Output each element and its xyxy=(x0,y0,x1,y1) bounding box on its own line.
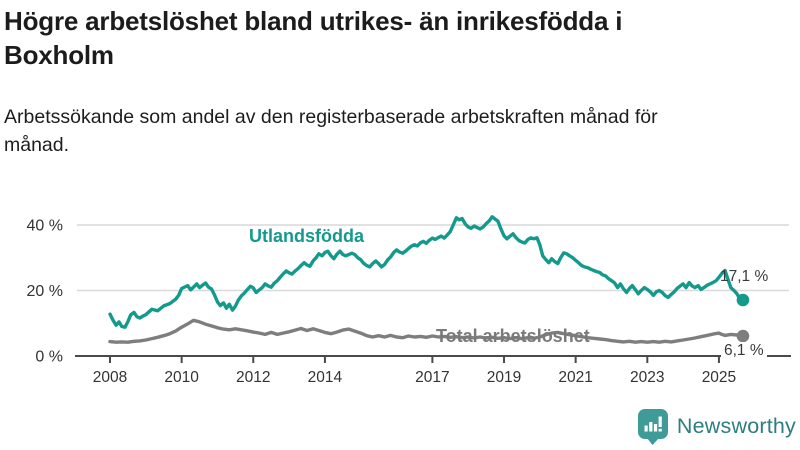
end-value-utlandsfodda: 17,1 % xyxy=(720,268,769,285)
newsworthy-logo: Newsworthy xyxy=(637,408,796,445)
x-tick-label: 2017 xyxy=(415,369,449,386)
series-line-utlandsf-dda xyxy=(108,215,745,329)
line-chart: 2008 2010 2012 2014 2017 2019 2021 2023 2025 0 % 2… xyxy=(27,215,791,386)
x-tick-label: 2010 xyxy=(164,369,199,386)
x-tick-label: 2021 xyxy=(558,369,592,386)
y-tick-label: 0 % xyxy=(35,349,63,366)
series-label-utlandsfodda: Utlandsfödda xyxy=(249,226,364,246)
series-end-dot xyxy=(736,293,750,307)
x-tick-label: 2014 xyxy=(308,369,343,386)
newsworthy-wordmark: Newsworthy xyxy=(676,414,796,438)
end-value-total: 6,1 % xyxy=(721,342,767,360)
x-tick-label: 2025 xyxy=(702,369,736,386)
newsworthy-icon xyxy=(637,409,668,445)
x-tick-label: 2019 xyxy=(487,369,521,386)
x-tick-label: 2023 xyxy=(630,369,664,386)
series-line-total-arbetsl-shet xyxy=(108,318,745,344)
series-label-total-arbetsloshet: Total arbetslöshet xyxy=(436,326,590,346)
chart-subtitle: Arbetssökande som andel av den registerb… xyxy=(4,106,658,156)
y-tick-label: 40 % xyxy=(27,218,63,235)
x-tick-label: 2012 xyxy=(236,369,270,386)
y-tick-label: 20 % xyxy=(27,283,63,300)
x-tick-label: 2008 xyxy=(93,369,127,386)
chart-title: Högre arbetslöshet bland utrikes- än inr… xyxy=(4,6,623,71)
series-end-dot xyxy=(736,329,750,343)
